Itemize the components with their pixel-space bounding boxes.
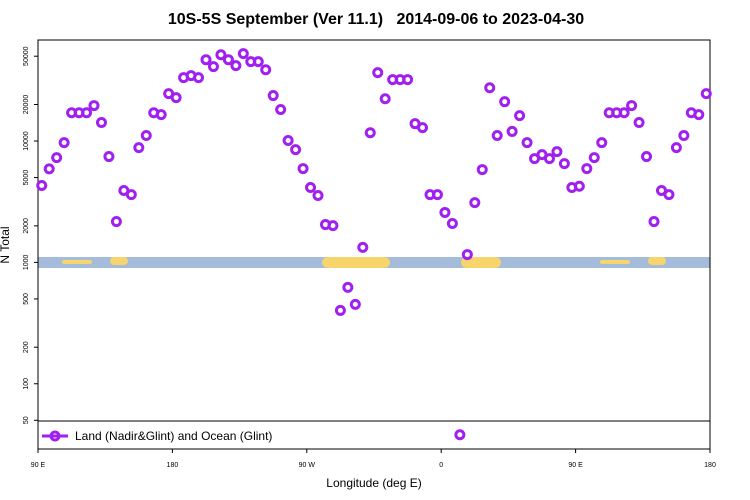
y-axis-label: N Total [0,226,12,263]
chart-title: 10S-5S September (Ver 11.1) 2014-09-06 t… [168,11,584,28]
data-point [521,137,533,149]
map-strip [38,257,710,268]
data-point [402,74,414,86]
plot-frame [37,39,711,450]
data-point [140,130,152,142]
y-tick-label: 2000 [23,218,30,234]
y-tick-label: 10000 [23,131,30,151]
y-tick-label: 50000 [23,46,30,66]
x-tick-label: 180 [167,462,179,469]
data-point [506,125,518,137]
x-axis-label: Longitude (deg E) [326,476,421,490]
data-point [693,109,705,121]
data-point [43,163,55,175]
data-point [327,220,339,232]
data-point [596,137,608,149]
data-point [125,189,137,201]
data-point [581,163,593,175]
data-point [349,298,361,310]
data-point [678,130,690,142]
data-point [476,164,488,176]
data-point [364,127,376,139]
data-point [446,218,458,230]
legend-marker [49,430,61,442]
data-point [252,56,264,68]
data-point [51,152,63,164]
data-point [81,107,93,119]
data-point [551,146,563,158]
data-point [95,117,107,129]
data-point [103,151,115,163]
data-point [499,96,511,108]
data-point [88,100,100,112]
data-point [237,48,249,60]
data-point [267,90,279,102]
data-point [700,88,712,100]
data-point [626,100,638,112]
data-point [36,180,48,192]
data-point [379,93,391,105]
data-point [543,153,555,165]
x-tick-label: 90 E [568,462,583,469]
data-point [372,67,384,79]
data-point [222,54,234,66]
data-point [200,54,212,66]
y-tick-label: 5000 [23,170,30,186]
data-point [207,61,219,73]
data-point [648,216,660,228]
data-point [155,109,167,121]
data-point [357,241,369,253]
legend-label: Land (Nadir&Glint) and Ocean (Glint) [75,429,272,443]
data-point [297,163,309,175]
data-point [417,122,429,134]
data-point [58,137,70,149]
data-point [514,110,526,122]
data-point [290,144,302,156]
data-point [454,429,466,441]
data-point [439,206,451,218]
x-tick-label: 90 E [31,462,46,469]
y-tick-label: 50 [23,416,30,424]
y-tick-label: 20000 [23,95,30,115]
data-point [260,64,272,76]
data-point [282,135,294,147]
x-tick-label: 90 W [299,462,316,469]
data-point [670,142,682,154]
y-tick-label: 200 [23,341,30,353]
y-tick-label: 1000 [23,255,30,271]
data-point [193,72,205,84]
data-point [469,197,481,209]
x-tick-label: 0 [439,462,443,469]
data-point [573,180,585,192]
data-point [275,103,287,115]
data-point [633,117,645,129]
data-point [484,82,496,94]
data-point [215,49,227,61]
x-tick-label: 180 [704,462,716,469]
data-point [342,281,354,293]
data-point [110,216,122,228]
data-point [230,60,242,72]
y-tick-label: 100 [23,378,30,390]
data-point [461,249,473,261]
data-point [312,189,324,201]
data-point [618,107,630,119]
y-tick-label: 500 [23,293,30,305]
data-point [491,130,503,142]
data-point [334,304,346,316]
data-point [641,151,653,163]
data-point [431,189,443,201]
data-point [588,152,600,164]
data-point [170,92,182,104]
data-point [305,182,317,194]
data-point [133,142,145,154]
data-point [663,189,675,201]
data-point [558,158,570,170]
